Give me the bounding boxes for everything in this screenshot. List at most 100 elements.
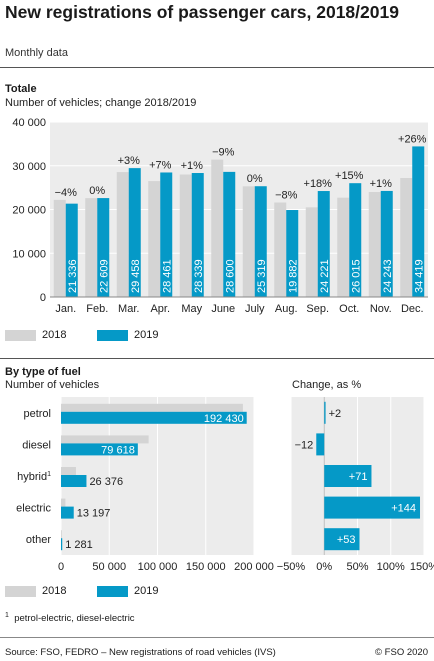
x-tick-label: 50%: [346, 561, 368, 573]
change-label: +15%: [335, 170, 364, 182]
bar-2018: [242, 186, 255, 297]
bar-2018: [61, 435, 149, 444]
bar-2018: [85, 198, 98, 297]
bar-value-label: 79 618: [101, 444, 135, 456]
section-change-subheading: Change, as %: [292, 379, 362, 391]
bar-2018: [53, 199, 66, 297]
change-value-label: +53: [337, 534, 356, 546]
x-tick-label: 50 000: [92, 561, 126, 573]
bar-value-label: 1 281: [65, 539, 93, 551]
footer-divider: [0, 637, 434, 638]
bar-2019: [286, 210, 299, 297]
section-totale-subheading: Number of vehicles; change 2018/2019: [5, 97, 197, 109]
x-tick-label: 100 000: [138, 561, 178, 573]
page-title: New registrations of passenger cars, 201…: [5, 2, 399, 22]
change-bar: [324, 496, 421, 519]
legend-label-2019: 2019: [134, 329, 159, 341]
bar-value-label: 28 461: [161, 259, 173, 293]
bar-2019: [317, 191, 330, 297]
legend-swatch-2018: [5, 330, 36, 341]
x-tick-label: June: [211, 303, 235, 315]
bar-2019: [61, 475, 87, 487]
bar-2019: [61, 411, 247, 424]
x-tick-label: 0: [58, 561, 64, 573]
fuel-type-bar-chart: 0 50 000 100 000 150 000 200 000 192 430 petro…: [16, 397, 434, 573]
x-tick-label: Apr.: [150, 303, 170, 315]
legend-swatch-2019: [97, 330, 128, 341]
x-tick-label: Jan.: [55, 303, 76, 315]
bar-2019: [61, 443, 138, 456]
y-tick-label: 40 000: [12, 117, 46, 129]
change-label: +7%: [149, 159, 172, 171]
x-tick-label: Nov.: [370, 303, 392, 315]
y-tick-label: 20 000: [12, 205, 46, 217]
change-value-label: +2: [329, 408, 342, 420]
bar-2018: [400, 178, 413, 297]
bar-2019: [380, 190, 393, 297]
bar-2019: [191, 173, 204, 297]
bar-2018: [61, 403, 243, 412]
bar-2018: [305, 207, 318, 297]
category-label: diesel: [22, 439, 51, 451]
change-bar: [324, 465, 372, 487]
change-label: −9%: [212, 147, 235, 159]
bar-2019: [65, 203, 78, 297]
x-tick-label: Sep.: [306, 303, 329, 315]
legend-label-2018: 2018: [42, 329, 67, 341]
monthly-bar-chart: 0 10 000 20 000 30 000 40 000 21 336 −4% Jan. 22…: [12, 117, 428, 315]
bar-value-label: 13 197: [77, 508, 111, 520]
bar-value-label: 26 376: [89, 476, 123, 488]
change-bar: [324, 401, 326, 424]
bar-value-label: 192 430: [204, 413, 244, 425]
change-label: +1%: [370, 178, 393, 190]
change-label: 0%: [247, 173, 263, 185]
bar-value-label: 29 458: [130, 259, 142, 293]
x-tick-label: −50%: [277, 561, 306, 573]
x-tick-label: Aug.: [275, 303, 298, 315]
change-value-label: −12: [295, 439, 314, 451]
x-tick-label: Dec.: [401, 303, 424, 315]
x-tick-label: 150%: [410, 561, 434, 573]
section-fuel-subheading: Number of vehicles: [5, 379, 100, 391]
bar-value-label: 19 882: [287, 259, 299, 293]
x-tick-label: 150 000: [186, 561, 226, 573]
bar-value-label: 25 319: [256, 259, 268, 293]
bar-2019: [97, 198, 110, 297]
section-divider: [0, 358, 434, 359]
x-tick-label: 100%: [377, 561, 405, 573]
bar-2018: [274, 202, 287, 297]
change-label: +18%: [304, 178, 333, 190]
category-label: other: [26, 534, 51, 546]
bar-2019: [254, 186, 267, 297]
legend-swatch-2019-fuel: [97, 586, 128, 597]
y-tick-label: 30 000: [12, 161, 46, 173]
source-note: Source: FSO, FEDRO – New registrations o…: [5, 647, 276, 658]
footnote-mark: 1: [47, 471, 51, 478]
section-fuel-heading: By type of fuel: [5, 366, 81, 378]
bar-2018: [116, 172, 129, 297]
x-tick-label: Feb.: [86, 303, 108, 315]
bar-2019: [349, 183, 362, 297]
change-value-label: +71: [349, 471, 368, 483]
bar-2018: [61, 467, 76, 475]
header-divider: [0, 67, 434, 68]
x-tick-label: 0%: [316, 561, 332, 573]
bar-2019: [128, 168, 141, 297]
bar-value-label: 22 609: [98, 259, 110, 293]
change-label: −8%: [275, 190, 298, 202]
x-tick-label: Mar.: [118, 303, 139, 315]
bar-2018: [368, 192, 381, 297]
bar-2018: [61, 530, 62, 539]
bar-2018: [337, 197, 350, 297]
x-tick-label: May: [181, 303, 202, 315]
change-label: +26%: [398, 133, 427, 145]
change-bar: [324, 528, 360, 551]
change-label: 0%: [89, 185, 105, 197]
page-subtitle: Monthly data: [5, 47, 68, 59]
bar-2018: [179, 174, 192, 297]
footnote-mark: 1: [5, 612, 9, 619]
x-tick-label: 200 000: [234, 561, 274, 573]
legend-label-2019-fuel: 2019: [134, 585, 159, 597]
bar-value-label: 21 336: [67, 259, 79, 293]
bar-2019: [412, 146, 425, 297]
